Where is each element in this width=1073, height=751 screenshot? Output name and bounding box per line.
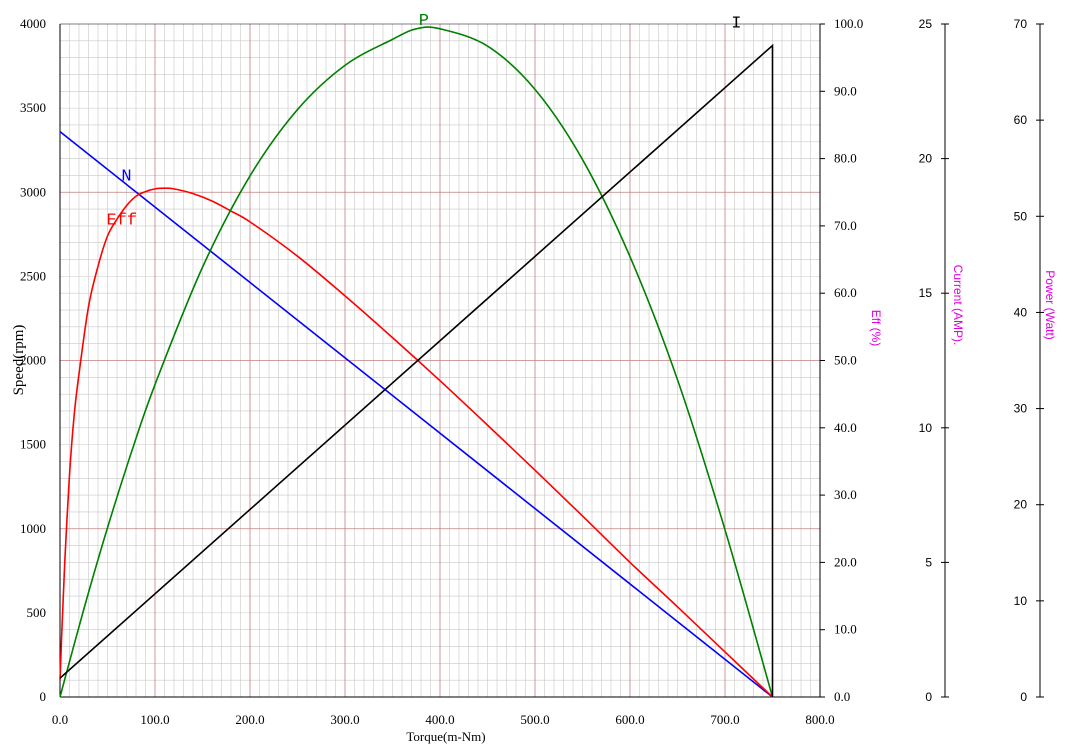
eff-tick-label: 60.0 (834, 285, 857, 300)
speed-tick-label: 4000 (20, 16, 46, 31)
series-line-i (59, 43, 774, 697)
speed-tick-label: 2500 (20, 268, 46, 283)
power-tick-label: 0 (1020, 690, 1027, 704)
x-tick-label: 700.0 (710, 712, 739, 727)
x-tick-label: 600.0 (615, 712, 644, 727)
speed-tick-label: 1500 (20, 437, 46, 452)
series-line-n (59, 131, 773, 698)
current-tick-label: 25 (919, 17, 933, 31)
eff-tick-label: 100.0 (834, 16, 863, 31)
speed-tick-label: 3500 (20, 100, 46, 115)
x-tick-label: 0.0 (52, 712, 68, 727)
current-axis-title: Current (AMP). (951, 265, 965, 346)
series-label-p: P (419, 12, 429, 31)
eff-tick-label: 70.0 (834, 218, 857, 233)
current-tick-label: 10 (919, 421, 933, 435)
eff-tick-label: 0.0 (834, 689, 850, 704)
labels-layer: 0.0 100.0 200.0 300.0 400.0 500.0 600.0 700.0 80… (20, 12, 1027, 727)
series-label-i: I (731, 15, 741, 34)
power-axis-title: Power (Watt) (1043, 270, 1057, 340)
eff-tick-label: 50.0 (834, 353, 857, 368)
speed-axis-title: Speed(rpm) (11, 325, 27, 396)
power-tick-label: 20 (1014, 498, 1028, 512)
x-tick-label: 800.0 (805, 712, 834, 727)
series-line-p (59, 26, 774, 698)
speed-tick-label: 500 (27, 605, 47, 620)
current-tick-label: 15 (919, 286, 933, 300)
eff-tick-label: 10.0 (834, 622, 857, 637)
current-tick-label: 5 (925, 555, 932, 569)
power-tick-label: 70 (1014, 17, 1028, 31)
series-label-eff: Eff (106, 211, 137, 230)
speed-tick-label: 0 (40, 689, 47, 704)
current-tick-label: 0 (925, 690, 932, 704)
speed-tick-label: 3000 (20, 184, 46, 199)
power-tick-label: 50 (1014, 209, 1028, 223)
current-tick-label: 20 (919, 152, 933, 166)
x-tick-label: 300.0 (330, 712, 359, 727)
eff-tick-label: 90.0 (834, 83, 857, 98)
speed-tick-label: 2000 (20, 353, 46, 368)
power-tick-label: 60 (1014, 113, 1028, 127)
x-tick-label: 200.0 (235, 712, 264, 727)
eff-axis-title: Eff (%) (869, 310, 883, 346)
series-label-n: N (121, 167, 131, 186)
x-axis-title: Torque(m-Nm) (406, 729, 485, 744)
speed-tick-label: 1000 (20, 521, 46, 536)
major-gridlines (60, 24, 820, 697)
eff-tick-label: 80.0 (834, 151, 857, 166)
eff-tick-label: 40.0 (834, 420, 857, 435)
x-tick-label: 400.0 (425, 712, 454, 727)
power-tick-label: 10 (1014, 594, 1028, 608)
eff-tick-label: 20.0 (834, 554, 857, 569)
x-tick-label: 100.0 (140, 712, 169, 727)
plot-frame (59, 23, 1044, 698)
series-line-eff (59, 187, 774, 698)
eff-tick-label: 30.0 (834, 487, 857, 502)
x-tick-label: 500.0 (520, 712, 549, 727)
series-layer (59, 26, 774, 698)
power-tick-label: 30 (1014, 402, 1028, 416)
power-tick-label: 40 (1014, 305, 1028, 319)
